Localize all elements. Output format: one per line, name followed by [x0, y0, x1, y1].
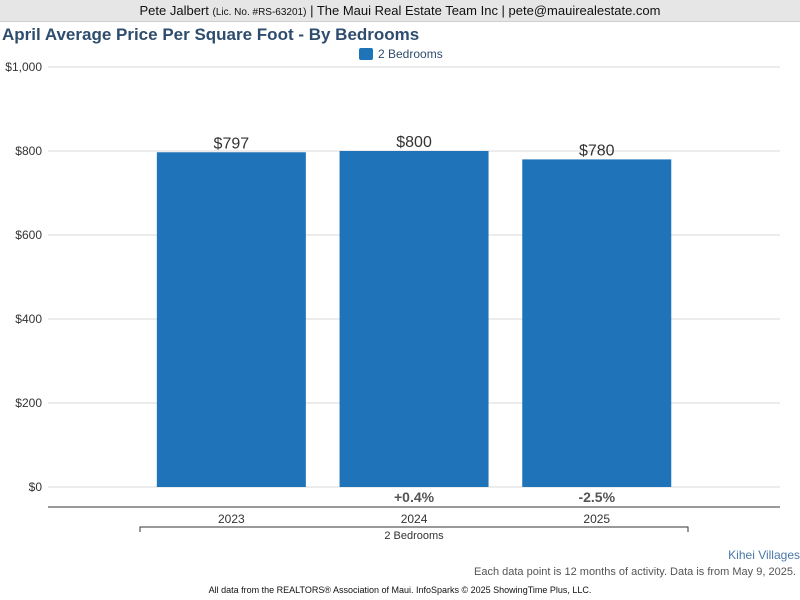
y-tick-label: $400: [15, 312, 42, 326]
bar-2024: [339, 151, 489, 487]
x-tick-label: 2023: [218, 512, 245, 526]
y-tick-label: $800: [15, 144, 42, 158]
x-tick-label: 2024: [401, 512, 428, 526]
source-credit: All data from the REALTORS® Association …: [208, 585, 592, 595]
chart-title: April Average Price Per Square Foot - By…: [2, 25, 420, 44]
legend-label: 2 Bedrooms: [378, 47, 443, 61]
agent-contact: | The Maui Real Estate Team Inc | pete@m…: [310, 3, 661, 18]
change-label: +0.4%: [394, 489, 435, 505]
bar-value-label: $800: [396, 134, 432, 151]
y-tick-label: $0: [29, 480, 43, 494]
license-number: (Lic. No. #RS-63201): [212, 7, 307, 18]
y-tick-label: $1,000: [5, 60, 42, 74]
x-tick-label: 2025: [583, 512, 610, 526]
bar-chart: $0 $200 $400 $600 $800 $1,000 $797 2023 $800 +0.4…: [5, 60, 780, 532]
agent-name: Pete Jalbert: [139, 3, 209, 18]
bar-value-label: $797: [214, 135, 250, 152]
data-note: Each data point is 12 months of activity…: [473, 566, 796, 578]
change-label: -2.5%: [578, 489, 615, 505]
agent-header-bar: Pete Jalbert (Lic. No. #RS-63201) | The …: [0, 0, 800, 22]
y-tick-label: $200: [15, 396, 42, 410]
bar-2023: [156, 152, 306, 487]
x-group-label: 2 Bedrooms: [384, 530, 444, 542]
legend-swatch: [359, 48, 373, 60]
group-bracket: [139, 526, 689, 532]
market-link[interactable]: Kihei Villages: [728, 548, 800, 562]
bar-2025: [522, 159, 672, 487]
bar-value-label: $780: [579, 142, 615, 159]
y-tick-label: $600: [15, 228, 42, 242]
chart-legend[interactable]: 2 Bedrooms: [359, 46, 443, 62]
